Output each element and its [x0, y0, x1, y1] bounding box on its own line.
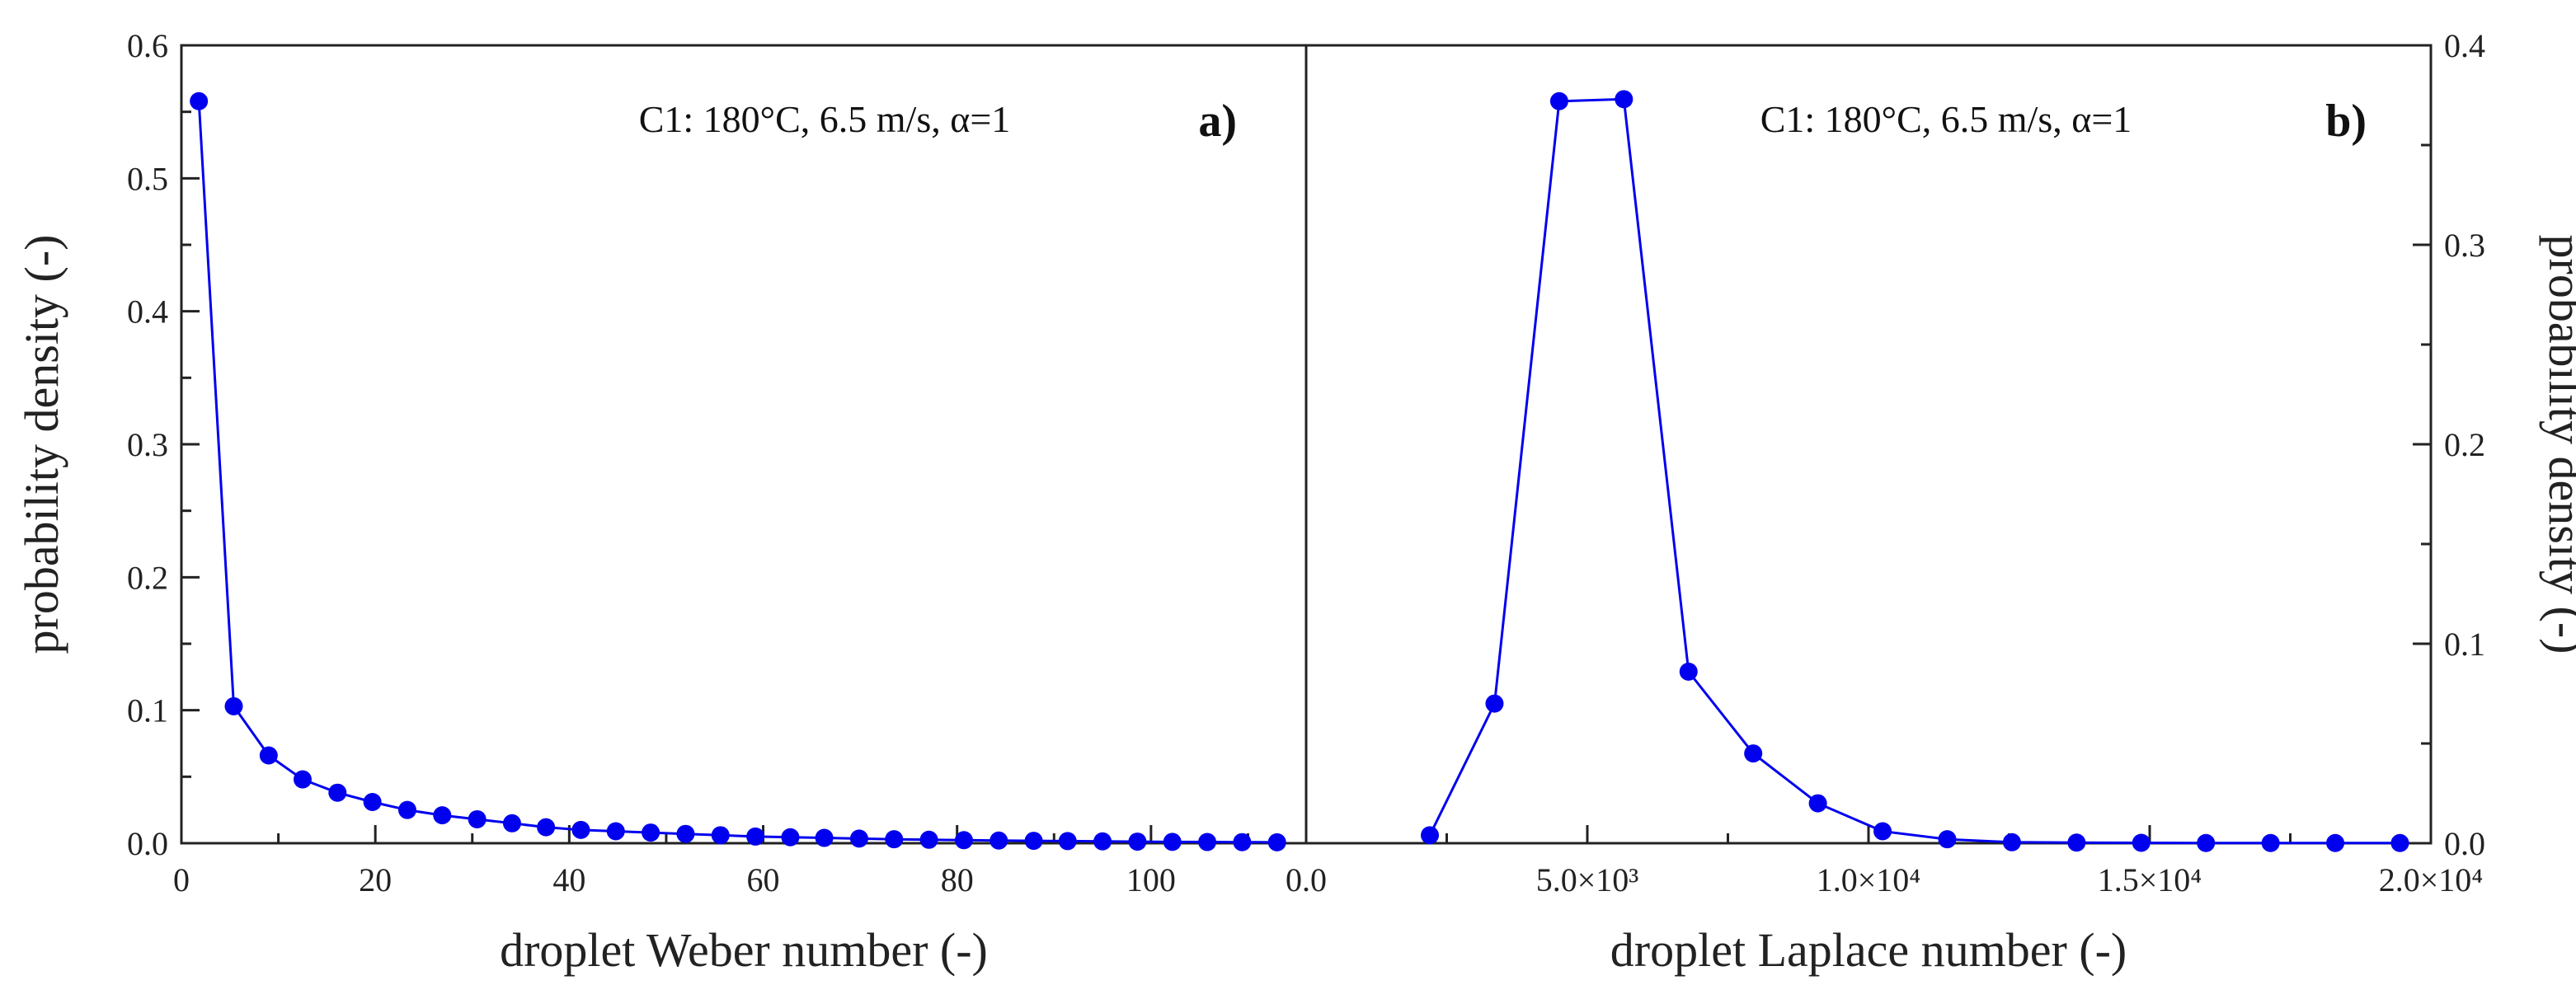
- panel-a-data-point: [502, 814, 521, 832]
- panel-a-data-point: [990, 831, 1008, 850]
- panel-b-x-axis-title: droplet Laplace number (-): [1610, 923, 2127, 977]
- panel-a-data-point: [781, 828, 800, 847]
- panel-a-x-tick-label: 80: [941, 861, 974, 898]
- panel-a-x-tick-label: 100: [1126, 861, 1176, 898]
- panel-a-data-point: [642, 823, 660, 842]
- panel-a-data-point: [885, 830, 904, 849]
- panel-a-data-point: [537, 818, 556, 837]
- panel-a-data-point: [293, 770, 312, 789]
- panel-b-y-tick-label: 0.3: [2444, 227, 2485, 264]
- panel-a-x-tick-label: 40: [552, 861, 585, 898]
- panel-a-data-point: [1024, 832, 1043, 851]
- panel-a-data-point: [571, 820, 590, 839]
- panel-b-annotation: C1: 180°C, 6.5 m/s, α=1: [1760, 98, 2132, 140]
- panel-a-data-point: [815, 828, 834, 847]
- panel-b-y-tick-label: 0.0: [2444, 825, 2485, 862]
- panel-b-y-axis-title: probability density (-): [2539, 234, 2576, 654]
- panel-a-y-tick-label: 0.6: [127, 27, 168, 64]
- panel-b-data-point: [1615, 90, 1634, 109]
- panel-b-x-tick-label: 5.0×10³: [1536, 861, 1639, 898]
- panel-a-data-point: [606, 822, 625, 841]
- panel-a-data-point: [1128, 832, 1147, 851]
- panel-b-data-point: [2197, 833, 2216, 852]
- panel-b-data-point: [2067, 833, 2086, 852]
- panel-b-data-point: [2132, 833, 2151, 852]
- panel-a-y-tick-label: 0.4: [127, 293, 168, 331]
- panel-a-y-tick-label: 0.5: [127, 160, 168, 197]
- panel-b-x-tick-label: 1.0×10⁴: [1817, 861, 1921, 898]
- panel-b-data-point: [1421, 826, 1440, 845]
- panel-b-label: b): [2325, 96, 2367, 147]
- panel-b-data-point: [1485, 694, 1504, 713]
- panel-b-series-line: [1428, 97, 2400, 845]
- panel-a-data-point: [328, 783, 347, 802]
- panel-b-data-point: [2002, 832, 2021, 851]
- panel-a-data-point: [259, 746, 278, 765]
- panel-a-data-point: [190, 91, 209, 110]
- panel-b-x-tick-label: 2.0×10⁴: [2379, 861, 2484, 898]
- panel-b-y-tick-label: 0.1: [2444, 626, 2485, 663]
- panel-a-y-tick-label: 0.3: [127, 426, 168, 463]
- panel-b-data-point: [2261, 833, 2280, 852]
- panel-b-x-tick-label: 1.5×10⁴: [2098, 861, 2202, 898]
- panel-b-data-point: [1744, 744, 1763, 763]
- panel-a-data-point: [1267, 832, 1286, 851]
- panel-a-data-point: [1233, 832, 1252, 851]
- panel-b-data-point: [1938, 830, 1957, 849]
- panel-a-marks: 0 20 40 60 80 100 0.0 0.1 0.2 0.3 0.4 0.5 0.6: [127, 27, 1286, 898]
- panel-a-y-axis-title: probability density (-): [15, 234, 68, 654]
- panel-a-data-point: [746, 827, 765, 846]
- panel-a-data-point: [954, 831, 973, 850]
- panel-a-y-tick-label: 0.0: [127, 825, 168, 862]
- panel-a-label: a): [1198, 96, 1237, 147]
- panel-b-marks: 0.0 5.0×10³ 1.0×10⁴ 1.5×10⁴ 2.0×10⁴0.00.10.2…: [1286, 27, 2485, 898]
- panel-a-data-point: [711, 826, 730, 845]
- panel-b-data-point: [1873, 822, 1892, 841]
- panel-b-x-tick-label: 0.0: [1286, 861, 1327, 898]
- panel-a-x-axis-title: droplet Weber number (-): [500, 923, 988, 977]
- panel-a-data-point: [363, 792, 382, 811]
- panel-b-data-point: [1808, 794, 1827, 813]
- panel-a-data-point: [919, 830, 938, 849]
- panel-a-data-point: [224, 696, 243, 715]
- panel-a-y-tick-label: 0.1: [127, 692, 168, 729]
- panel-b: 0.0 5.0×10³ 1.0×10⁴ 1.5×10⁴ 2.0×10⁴0.00.10.2…: [1286, 27, 2576, 977]
- panel-b-data-point: [2326, 833, 2345, 852]
- panel-a-data-point: [468, 809, 487, 828]
- panel-a-data-point: [1198, 832, 1217, 851]
- panel-a-y-tick-label: 0.2: [127, 559, 168, 596]
- panel-b-data-point: [1679, 662, 1698, 681]
- panel-b-y-tick-label: 0.4: [2444, 27, 2485, 64]
- panel-a-x-tick-label: 0: [173, 861, 190, 898]
- panel-a-data-point: [397, 800, 416, 819]
- panel-a-x-tick-label: 60: [747, 861, 780, 898]
- panel-a-x-tick-label: 20: [359, 861, 392, 898]
- panel-a-data-point: [676, 824, 695, 843]
- panel-a-data-point: [1163, 832, 1182, 851]
- panel-a-data-point: [1093, 832, 1112, 851]
- panel-b-data-point: [1549, 91, 1568, 110]
- panel-a-data-point: [1058, 832, 1077, 851]
- panel-b-y-tick-label: 0.2: [2444, 426, 2485, 463]
- panel-a-data-point: [433, 806, 452, 825]
- panel-a: 0 20 40 60 80 100 0.0 0.1 0.2 0.3 0.4 0.5 0.6 C1: 18…: [15, 27, 1308, 977]
- panel-b-data-point: [2390, 833, 2409, 852]
- panel-a-data-point: [849, 829, 868, 848]
- panel-a-annotation: C1: 180°C, 6.5 m/s, α=1: [639, 98, 1011, 140]
